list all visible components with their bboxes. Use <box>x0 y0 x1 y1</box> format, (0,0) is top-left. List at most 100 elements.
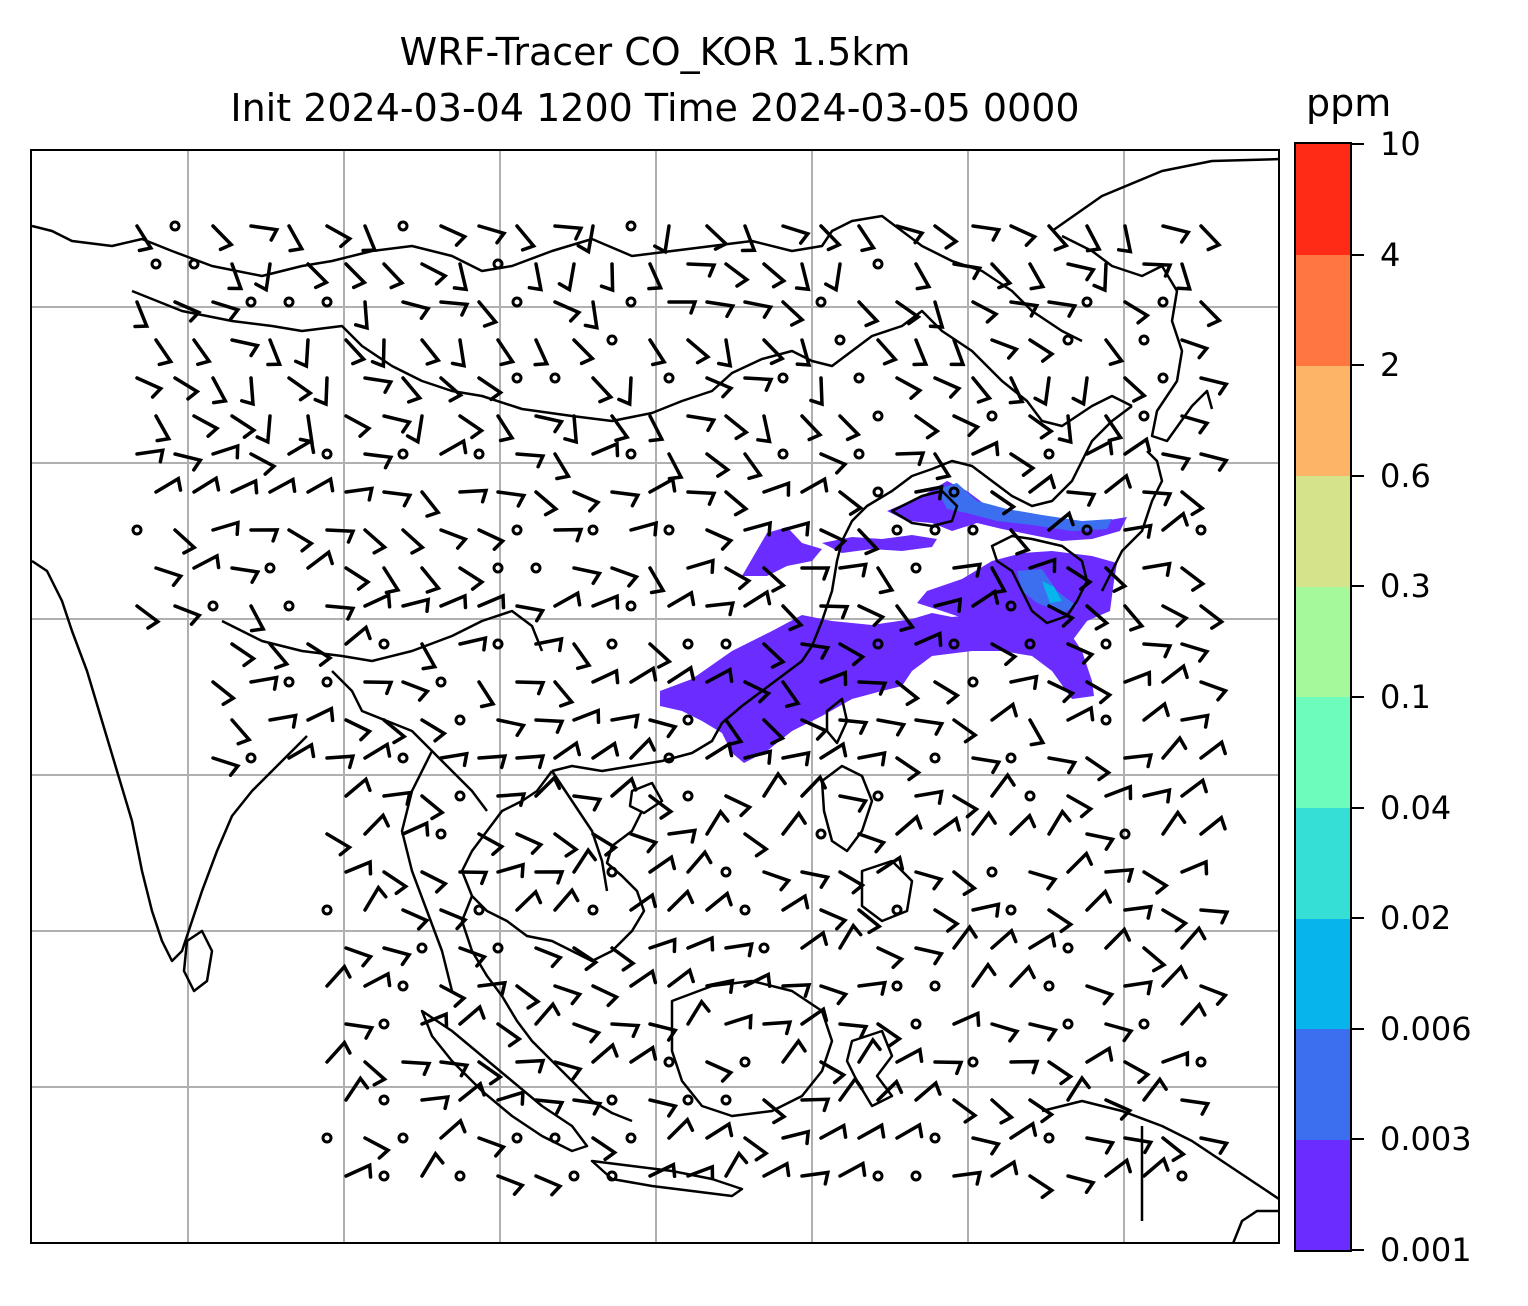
wind-barb <box>420 338 442 366</box>
wind-barb <box>268 476 297 494</box>
wind-barb <box>857 1036 882 1064</box>
wind-barb <box>1009 300 1040 318</box>
wind-barb <box>990 490 1017 516</box>
wind-barb <box>363 741 392 760</box>
wind-barb <box>686 1164 715 1181</box>
colorbar-tick-label: 0.04 <box>1380 788 1452 827</box>
wind-barb <box>1104 338 1125 366</box>
wind-barb <box>420 794 446 821</box>
wind-barb <box>344 566 371 591</box>
wind-barb <box>154 566 184 588</box>
calm-wind-marker <box>207 600 219 612</box>
wind-barb <box>1161 1050 1190 1067</box>
wind-barb <box>553 452 572 481</box>
wind-barb <box>591 740 620 760</box>
wind-barb <box>653 224 671 255</box>
calm-wind-marker <box>568 1170 580 1182</box>
wind-barb <box>1123 376 1148 403</box>
calm-wind-marker <box>492 942 504 954</box>
wind-barb <box>952 414 981 438</box>
wind-barb <box>553 984 583 1006</box>
wind-barb <box>192 338 212 367</box>
wind-barb <box>591 593 620 610</box>
wind-barb <box>952 1010 981 1027</box>
wind-barb <box>239 376 255 407</box>
wind-barb <box>648 566 666 595</box>
calm-wind-marker <box>815 828 827 840</box>
wind-barb <box>1066 705 1095 722</box>
wind-barb <box>1066 490 1097 507</box>
wind-barb <box>344 262 368 290</box>
wind-barb <box>1008 376 1025 405</box>
wind-barb <box>819 908 848 931</box>
wind-barb <box>211 300 241 321</box>
wind-barb <box>933 224 960 250</box>
wind-barb <box>420 718 448 743</box>
wind-barb <box>439 908 468 931</box>
wind-barb <box>629 968 658 988</box>
wind-barb <box>857 224 877 253</box>
calm-wind-marker <box>1176 1170 1188 1182</box>
wind-barb <box>591 376 614 404</box>
wind-barb <box>344 1022 375 1040</box>
wind-barb <box>743 749 773 765</box>
wind-barb <box>287 528 315 553</box>
wind-barb <box>477 1136 507 1158</box>
calm-wind-marker <box>1081 296 1093 308</box>
wind-barb <box>382 490 413 508</box>
calm-wind-marker <box>758 942 770 954</box>
wind-barb <box>173 452 204 472</box>
wind-barb <box>648 1162 677 1179</box>
calm-wind-marker <box>929 980 941 992</box>
wind-barb <box>610 566 640 588</box>
wind-barb <box>382 718 408 745</box>
wind-barb <box>1066 566 1093 591</box>
colorbar-segment <box>1296 586 1350 698</box>
wind-barb <box>914 484 944 501</box>
wind-barb <box>1104 784 1133 801</box>
colorbar-segment <box>1296 1028 1350 1140</box>
calm-wind-marker <box>1043 980 1055 992</box>
calm-wind-marker <box>397 752 409 764</box>
wind-barb <box>648 937 677 954</box>
wind-barb <box>990 772 1016 798</box>
wind-barb <box>895 376 923 400</box>
coastline-sulawesi <box>845 1029 894 1108</box>
calm-wind-marker <box>872 486 884 498</box>
calm-wind-marker <box>986 866 998 878</box>
coastline-india <box>32 559 308 963</box>
wind-barb <box>439 224 468 247</box>
calm-wind-circles <box>131 220 1207 1182</box>
wind-barb <box>135 376 164 399</box>
wind-barb <box>401 908 430 931</box>
wind-barb <box>439 438 468 456</box>
colorbar-unit: ppm <box>1306 81 1392 125</box>
colorbar-tick-label: 0.003 <box>1380 1120 1472 1159</box>
wind-barb <box>266 338 283 367</box>
wind-barb <box>705 1060 734 1083</box>
wind-barb <box>1142 787 1172 804</box>
wind-barb <box>1066 850 1094 874</box>
wind-barb <box>819 741 848 760</box>
wind-barb <box>344 1162 373 1179</box>
wind-barb <box>1085 888 1113 912</box>
wind-barb <box>496 490 527 508</box>
calm-wind-marker <box>549 1132 561 1144</box>
wind-barb <box>705 890 733 912</box>
wind-barb <box>876 1078 904 1102</box>
calm-wind-marker <box>1195 524 1207 536</box>
calm-wind-marker <box>530 562 542 574</box>
wind-barb <box>572 946 599 972</box>
wind-barb <box>1199 452 1230 472</box>
calm-wind-marker <box>625 296 637 308</box>
wind-barb <box>553 740 582 760</box>
wind-barb <box>1161 604 1190 628</box>
calm-wind-marker <box>606 1170 618 1182</box>
wind-barb <box>363 452 394 470</box>
wind-barb <box>192 553 221 570</box>
wind-barb <box>254 262 272 293</box>
wind-barb <box>705 741 734 760</box>
wind-barb <box>534 718 565 734</box>
wind-barb <box>800 1097 831 1113</box>
wind-barb <box>914 631 943 648</box>
